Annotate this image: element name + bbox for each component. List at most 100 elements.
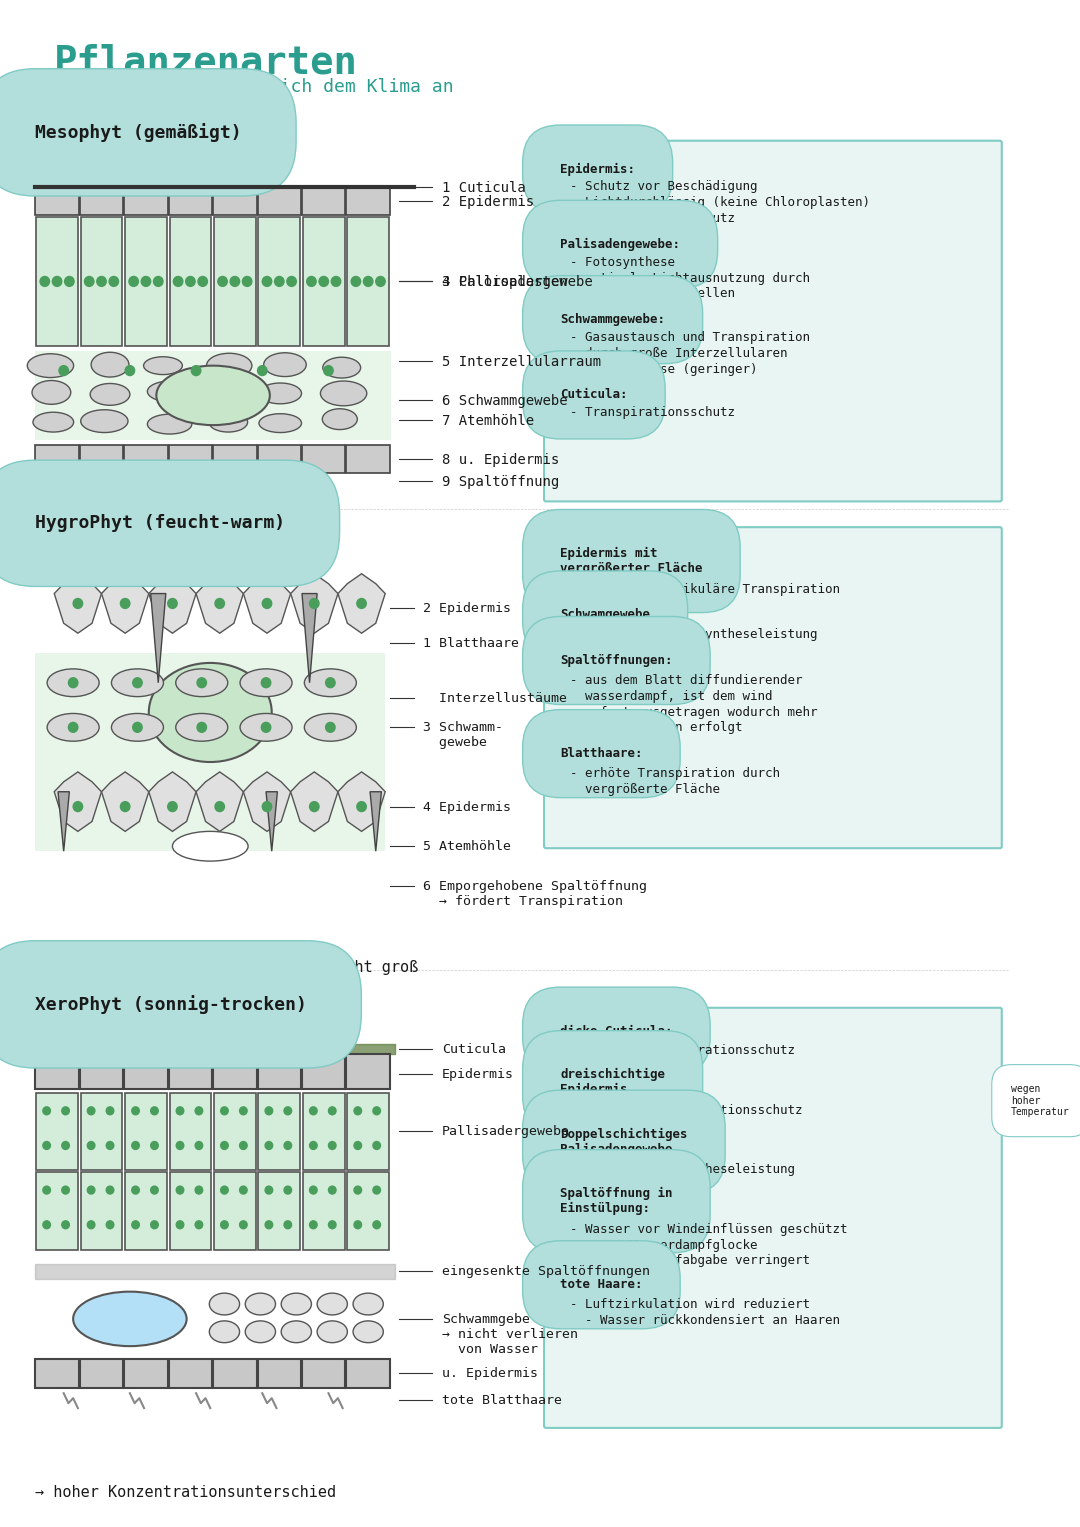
Bar bbox=[302, 1054, 346, 1089]
Circle shape bbox=[284, 1186, 292, 1194]
Ellipse shape bbox=[111, 669, 163, 696]
Ellipse shape bbox=[147, 414, 192, 434]
Circle shape bbox=[240, 1220, 247, 1229]
Ellipse shape bbox=[81, 409, 129, 432]
Text: Interzellustäume: Interzellustäume bbox=[423, 692, 567, 704]
Text: langestreckte Zellen: langestreckte Zellen bbox=[569, 287, 734, 301]
Bar bbox=[168, 444, 212, 473]
Circle shape bbox=[59, 365, 68, 376]
Bar bbox=[125, 1173, 166, 1249]
Bar bbox=[168, 1054, 212, 1089]
Text: → Konzentrationsunterschied ist nicht groß: → Konzentrationsunterschied ist nicht gr… bbox=[36, 960, 419, 976]
Circle shape bbox=[167, 599, 177, 608]
Circle shape bbox=[220, 1142, 228, 1150]
Text: 2 Epidermis: 2 Epidermis bbox=[423, 603, 511, 615]
Circle shape bbox=[310, 1142, 318, 1150]
Ellipse shape bbox=[33, 412, 73, 432]
Circle shape bbox=[195, 1186, 203, 1194]
Text: - Transpirationsschutz: - Transpirationsschutz bbox=[569, 212, 734, 224]
Circle shape bbox=[354, 1142, 362, 1150]
Bar bbox=[214, 1173, 256, 1249]
Ellipse shape bbox=[91, 353, 129, 377]
Circle shape bbox=[62, 1142, 69, 1150]
Polygon shape bbox=[54, 773, 102, 831]
Circle shape bbox=[52, 276, 62, 287]
Circle shape bbox=[261, 722, 271, 733]
Bar bbox=[302, 188, 346, 215]
Polygon shape bbox=[102, 574, 149, 634]
Text: → Pflanzen passen sich dem Klima an: → Pflanzen passen sich dem Klima an bbox=[73, 78, 454, 96]
Ellipse shape bbox=[323, 357, 361, 379]
Bar bbox=[214, 217, 256, 345]
Text: dreischichtige
Epidermis: dreischichtige Epidermis bbox=[561, 1069, 665, 1096]
Text: 5 Interzellularraum: 5 Interzellularraum bbox=[442, 354, 602, 368]
Text: durch große Interzellularen: durch große Interzellularen bbox=[569, 347, 787, 360]
Circle shape bbox=[220, 1186, 228, 1194]
Bar bbox=[213, 1054, 257, 1089]
Polygon shape bbox=[197, 574, 243, 634]
Text: Pflanzenarten: Pflanzenarten bbox=[54, 44, 359, 81]
Circle shape bbox=[364, 276, 373, 287]
Ellipse shape bbox=[240, 669, 292, 696]
Polygon shape bbox=[338, 773, 386, 831]
Bar bbox=[36, 1054, 79, 1089]
Circle shape bbox=[132, 1186, 139, 1194]
Text: 7 Atemhöhle: 7 Atemhöhle bbox=[442, 414, 535, 428]
Polygon shape bbox=[54, 574, 102, 634]
Circle shape bbox=[87, 1107, 95, 1115]
Circle shape bbox=[186, 276, 195, 287]
Ellipse shape bbox=[321, 382, 367, 406]
Circle shape bbox=[97, 276, 106, 287]
Circle shape bbox=[310, 1220, 318, 1229]
Text: Cuticula: Cuticula bbox=[442, 1043, 505, 1057]
Polygon shape bbox=[243, 574, 291, 634]
Bar bbox=[348, 217, 389, 345]
Text: - erhöte Transpiration durch: - erhöte Transpiration durch bbox=[569, 767, 780, 780]
Circle shape bbox=[265, 1142, 272, 1150]
Circle shape bbox=[324, 365, 334, 376]
Text: Blatthaare:: Blatthaare: bbox=[561, 747, 643, 760]
FancyBboxPatch shape bbox=[544, 1008, 1002, 1428]
Bar bbox=[36, 654, 386, 851]
Bar bbox=[80, 1054, 123, 1089]
Circle shape bbox=[261, 678, 271, 687]
Circle shape bbox=[151, 1142, 159, 1150]
Ellipse shape bbox=[181, 475, 211, 487]
Ellipse shape bbox=[318, 1293, 348, 1315]
Circle shape bbox=[328, 1107, 336, 1115]
Circle shape bbox=[376, 276, 386, 287]
Ellipse shape bbox=[286, 475, 314, 487]
Circle shape bbox=[310, 1107, 318, 1115]
Circle shape bbox=[174, 276, 183, 287]
Circle shape bbox=[176, 1142, 184, 1150]
Text: dicke Cuticula:: dicke Cuticula: bbox=[561, 1025, 673, 1038]
Text: Transpiration erfolgt: Transpiration erfolgt bbox=[569, 721, 742, 734]
Text: 3 Schwamm-
  gewebe: 3 Schwamm- gewebe bbox=[423, 721, 503, 750]
Ellipse shape bbox=[240, 713, 292, 741]
Circle shape bbox=[265, 1186, 272, 1194]
Ellipse shape bbox=[48, 713, 99, 741]
Circle shape bbox=[373, 1220, 380, 1229]
Polygon shape bbox=[58, 791, 69, 851]
Circle shape bbox=[151, 1186, 159, 1194]
Ellipse shape bbox=[73, 1292, 187, 1347]
Bar bbox=[258, 1093, 300, 1170]
Text: Spaltöffnung in
Einstülpung:: Spaltöffnung in Einstülpung: bbox=[561, 1186, 673, 1215]
Bar bbox=[124, 444, 167, 473]
Bar bbox=[80, 1359, 123, 1388]
Text: Spaltöffnungen:: Spaltöffnungen: bbox=[561, 654, 673, 667]
Text: → wasserdampfabgabe verringert: → wasserdampfabgabe verringert bbox=[569, 1255, 810, 1267]
Circle shape bbox=[195, 1107, 203, 1115]
Circle shape bbox=[198, 276, 207, 287]
Circle shape bbox=[265, 1107, 272, 1115]
Circle shape bbox=[284, 1107, 292, 1115]
Text: wegen Wasserdampfglocke: wegen Wasserdampfglocke bbox=[569, 1238, 757, 1252]
Circle shape bbox=[73, 599, 82, 608]
Circle shape bbox=[68, 722, 78, 733]
Ellipse shape bbox=[176, 713, 228, 741]
Text: - optimale Lichtausnutzung durch: - optimale Lichtausnutzung durch bbox=[569, 272, 810, 284]
Ellipse shape bbox=[202, 383, 243, 403]
Ellipse shape bbox=[245, 1321, 275, 1342]
Circle shape bbox=[132, 1220, 139, 1229]
Circle shape bbox=[197, 678, 206, 687]
